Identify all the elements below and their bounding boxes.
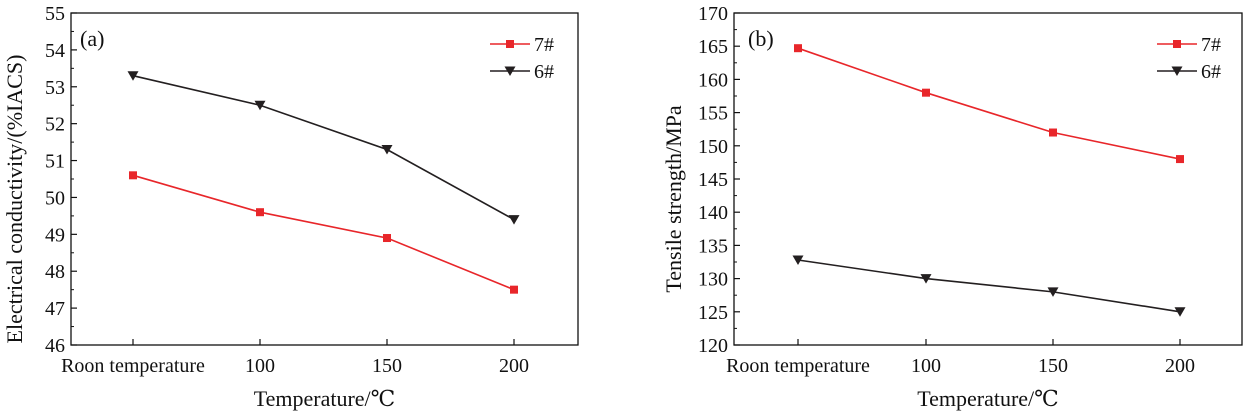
y-tick-label: 155 bbox=[698, 103, 728, 125]
y-tick-label: 125 bbox=[698, 302, 728, 324]
y-tick-label: 165 bbox=[698, 36, 728, 58]
legend-marker bbox=[506, 40, 514, 48]
y-tick-label: 52 bbox=[45, 114, 65, 136]
y-axis-title: Electrical conductivity/(%IACS) bbox=[2, 55, 27, 344]
data-point-6# bbox=[254, 100, 266, 111]
y-tick-label: 50 bbox=[45, 187, 65, 209]
legend-label: 7# bbox=[534, 34, 554, 56]
data-point-7# bbox=[383, 234, 391, 243]
x-tick-label: Roon temperature bbox=[61, 355, 205, 377]
x-tick-label: 150 bbox=[1038, 355, 1068, 377]
y-tick-label: 120 bbox=[698, 335, 728, 357]
data-point-7# bbox=[1176, 155, 1184, 164]
data-point-6# bbox=[920, 274, 932, 284]
y-tick-label: 54 bbox=[45, 40, 65, 62]
y-tick-label: 48 bbox=[45, 261, 65, 283]
x-tick-label: Roon temperature bbox=[726, 355, 870, 377]
y-axis-title: Tensile strength/MPa bbox=[661, 105, 686, 293]
y-tick-label: 51 bbox=[45, 151, 65, 173]
series-line-7# bbox=[132, 174, 515, 291]
y-tick-label: 49 bbox=[45, 224, 65, 246]
series-line-7# bbox=[797, 47, 1181, 160]
y-tick-label: 170 bbox=[698, 3, 728, 25]
series-line-6# bbox=[132, 74, 515, 221]
x-tick-label: 100 bbox=[911, 355, 941, 377]
y-tick-label: 53 bbox=[45, 77, 65, 99]
x-tick-label: 200 bbox=[499, 355, 529, 377]
data-point-6# bbox=[127, 71, 139, 81]
plot-frame bbox=[733, 12, 1243, 346]
data-point-6# bbox=[1047, 287, 1059, 297]
data-point-7# bbox=[794, 44, 802, 53]
y-tick-label: 130 bbox=[698, 269, 728, 291]
data-point-7# bbox=[129, 171, 137, 180]
data-point-6# bbox=[508, 215, 520, 225]
y-tick-label: 46 bbox=[45, 335, 65, 357]
x-tick-label: 150 bbox=[372, 355, 402, 377]
y-tick-label: 140 bbox=[698, 202, 728, 224]
y-tick-label: 145 bbox=[698, 169, 728, 191]
data-point-6# bbox=[1174, 307, 1186, 317]
x-tick-label: 100 bbox=[245, 355, 275, 377]
data-point-7# bbox=[256, 208, 264, 217]
x-axis-title: Temperature/℃ bbox=[917, 386, 1059, 411]
legend-marker bbox=[504, 66, 516, 76]
series-line-6# bbox=[797, 259, 1181, 313]
x-tick-label: 200 bbox=[1165, 355, 1195, 377]
data-point-6# bbox=[792, 255, 804, 266]
chart-panel-b: 120 125 130 135 140 145 150 155 160 165 170 Roon te… bbox=[661, 3, 1243, 411]
y-tick-label: 47 bbox=[45, 298, 65, 320]
legend-label: 7# bbox=[1201, 34, 1221, 56]
data-point-7# bbox=[922, 88, 930, 97]
panel-label: (b) bbox=[748, 26, 774, 51]
data-point-7# bbox=[510, 285, 518, 294]
data-point-6# bbox=[381, 144, 393, 155]
panel-label: (a) bbox=[80, 26, 104, 51]
x-axis-title: Temperature/℃ bbox=[254, 386, 396, 411]
y-tick-label: 150 bbox=[698, 136, 728, 158]
chart-panel-a: 46 47 48 49 50 51 52 53 54 55 Roon temperature 100 1… bbox=[2, 3, 579, 411]
legend-label: 6# bbox=[1201, 61, 1221, 83]
legend-marker bbox=[1171, 66, 1183, 76]
data-point-7# bbox=[1049, 128, 1057, 137]
y-tick-label: 160 bbox=[698, 69, 728, 91]
y-tick-label: 135 bbox=[698, 235, 728, 257]
y-tick-label: 55 bbox=[45, 3, 65, 25]
legend-label: 6# bbox=[534, 61, 554, 83]
legend-marker bbox=[1173, 40, 1181, 48]
